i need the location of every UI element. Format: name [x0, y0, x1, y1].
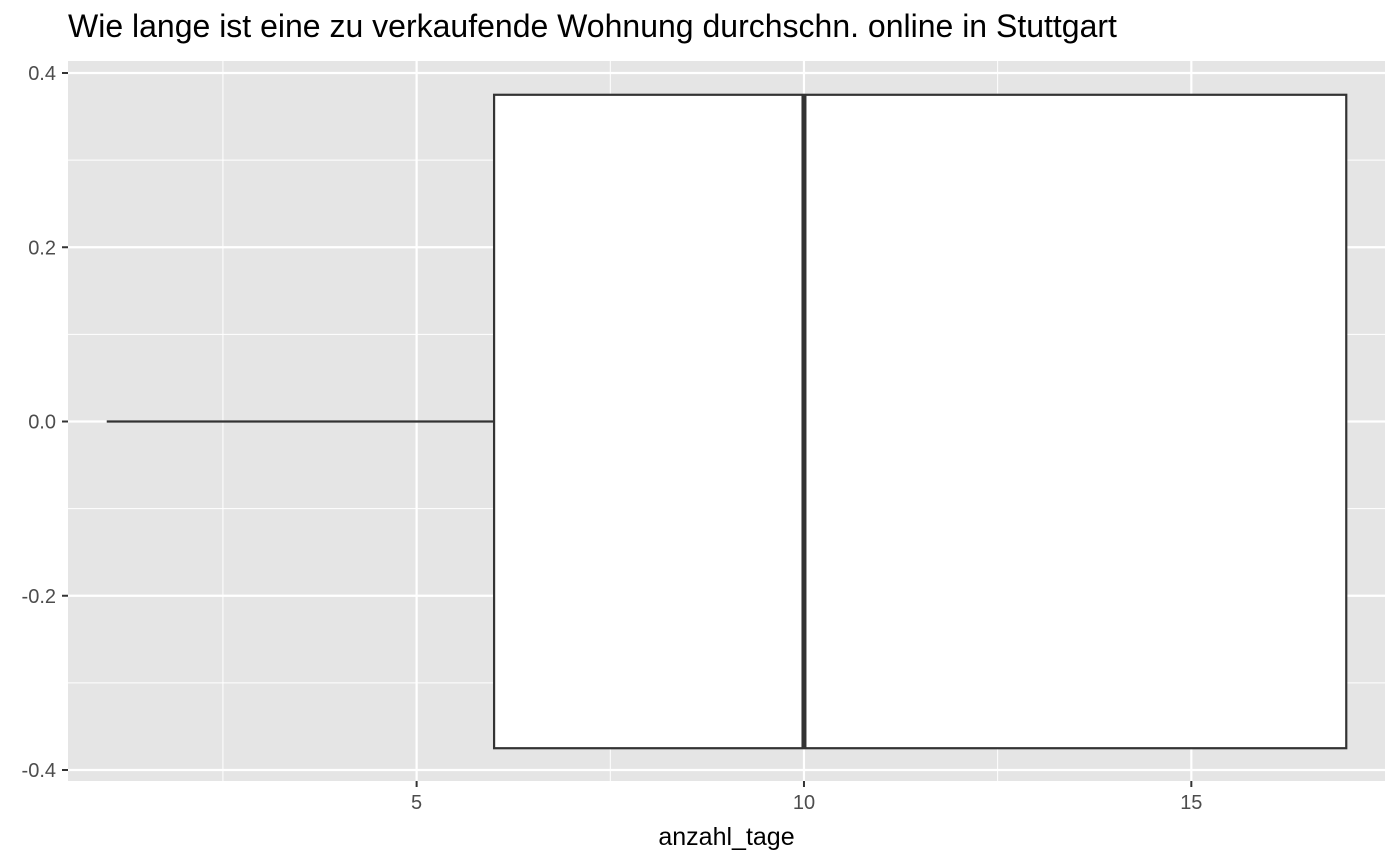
y-tick-label: 0.0 [28, 412, 56, 434]
y-tick-label: -0.4 [22, 760, 56, 782]
y-tick-label: 0.4 [28, 63, 56, 85]
x-tick-label: 15 [1180, 792, 1202, 814]
x-axis-title: anzahl_tage [658, 823, 794, 851]
chart-title: Wie lange ist eine zu verkaufende Wohnun… [68, 8, 1117, 44]
box-iqr [492, 93, 1348, 750]
y-tick-label: -0.2 [22, 586, 56, 608]
x-tick-label: 5 [411, 792, 422, 814]
x-tick-label: 10 [793, 792, 815, 814]
y-tick-label: 0.2 [28, 237, 56, 259]
